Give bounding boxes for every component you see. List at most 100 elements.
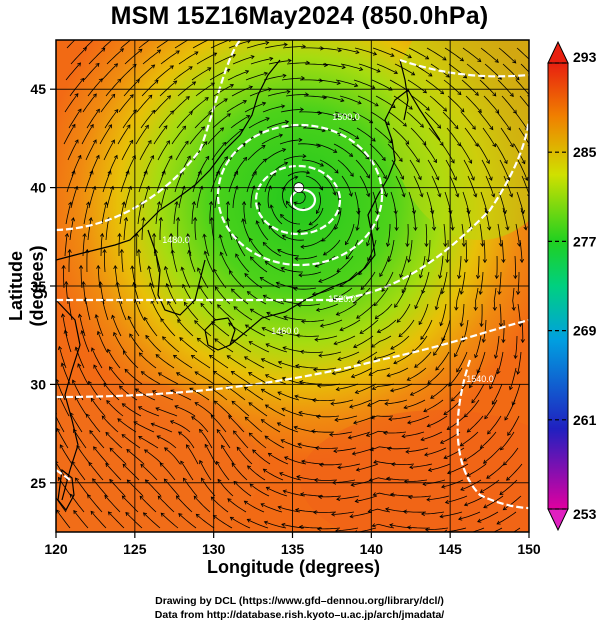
- streamline-arrow: [439, 439, 445, 444]
- streamline-arrow: [294, 256, 299, 261]
- streamline-arrow: [140, 463, 145, 468]
- streamline-arrow: [117, 418, 122, 423]
- streamline: [204, 251, 214, 273]
- streamline-arrow: [441, 484, 446, 489]
- streamline-arrow: [533, 77, 536, 81]
- streamline-arrow: [246, 115, 251, 119]
- streamline-arrow: [277, 360, 282, 365]
- streamline: [214, 400, 232, 417]
- streamline-arrow: [477, 518, 482, 523]
- streamline-arrow: [229, 270, 233, 275]
- streamline: [425, 79, 444, 95]
- streamline-arrow: [355, 226, 360, 231]
- streamline-arrow: [460, 486, 465, 491]
- streamline-arrow: [426, 258, 431, 264]
- streamline: [173, 201, 178, 225]
- streamline: [191, 201, 195, 225]
- streamline-arrow: [466, 210, 471, 215]
- streamline-arrow: [283, 42, 288, 47]
- streamline-arrow: [96, 330, 101, 336]
- streamline: [509, 367, 517, 390]
- streamline: [371, 79, 393, 91]
- streamline-arrow: [230, 288, 235, 293]
- streamline-arrow: [264, 261, 269, 265]
- streamline: [243, 201, 247, 225]
- streamline: [424, 111, 441, 129]
- streamline-arrow: [98, 33, 102, 36]
- streamline-arrow: [95, 62, 100, 67]
- streamline-arrow: [281, 522, 286, 527]
- streamline: [119, 64, 137, 81]
- streamline: [56, 428, 69, 449]
- streamline-arrow: [499, 491, 504, 495]
- streamline: [423, 399, 444, 412]
- streamline-arrow: [185, 444, 190, 449]
- streamline: [407, 367, 427, 381]
- streamline: [184, 302, 199, 321]
- streamline-arrow: [109, 366, 113, 371]
- streamline: [467, 415, 484, 433]
- streamline-arrow: [265, 117, 270, 122]
- streamline-arrow: [117, 78, 122, 83]
- streamline-arrow: [437, 124, 442, 129]
- streamline: [193, 495, 211, 513]
- streamline-arrow: [430, 210, 435, 215]
- streamline-arrow: [280, 266, 285, 271]
- streamline-arrow: [296, 303, 301, 308]
- streamline: [178, 186, 185, 209]
- streamline-arrow: [459, 290, 464, 295]
- streamline: [335, 79, 358, 87]
- streamline: [247, 465, 266, 481]
- streamline-arrow: [336, 80, 341, 85]
- streamline: [260, 503, 283, 513]
- streamline-arrow: [147, 139, 152, 144]
- streamline-arrow: [523, 226, 528, 231]
- streamline-arrow: [150, 155, 155, 160]
- streamline-arrow: [277, 505, 282, 510]
- streamline: [219, 234, 228, 257]
- streamline-arrow: [85, 201, 91, 206]
- streamline-arrow: [334, 417, 339, 422]
- streamline-arrow: [486, 159, 490, 165]
- streamline-arrow: [282, 489, 287, 494]
- streamline: [267, 91, 290, 97]
- streamline-arrow: [509, 193, 514, 198]
- streamline-arrow: [298, 273, 303, 278]
- streamline: [277, 391, 300, 401]
- streamline-arrow: [435, 366, 440, 371]
- streamline-arrow: [107, 348, 111, 353]
- streamline-arrow: [80, 330, 85, 335]
- streamline-arrow: [233, 480, 238, 485]
- streamline-arrow: [169, 420, 175, 425]
- streamline: [65, 62, 81, 81]
- streamline-arrow: [217, 478, 222, 483]
- streamline-arrow: [340, 98, 345, 103]
- streamline: [213, 84, 234, 97]
- streamline: [517, 351, 522, 375]
- streamline: [407, 526, 431, 529]
- streamline-arrow: [371, 386, 377, 390]
- streamline-arrow: [481, 338, 486, 343]
- streamline-arrow: [349, 152, 354, 157]
- streamline-arrow: [194, 320, 199, 325]
- contour-label: 1480.0: [162, 235, 190, 245]
- streamline: [479, 223, 483, 247]
- streamline-arrow: [336, 268, 341, 273]
- streamline-arrow: [457, 91, 462, 96]
- streamline-arrow: [220, 127, 225, 132]
- streamline: [483, 95, 500, 114]
- streamline-arrow: [140, 371, 145, 376]
- streamline-arrow: [286, 200, 290, 205]
- streamline-arrow: [208, 354, 214, 359]
- streamline: [106, 48, 124, 65]
- colorbar: 293 285 277 269 261 253: [547, 40, 597, 532]
- x-tick-label: 125: [123, 541, 147, 557]
- streamline-arrow: [483, 504, 488, 509]
- streamline: [109, 366, 125, 385]
- streamline: [279, 472, 302, 481]
- streamline: [262, 105, 285, 113]
- streamline: [250, 185, 255, 209]
- streamline-arrow: [125, 511, 130, 516]
- streamline: [264, 435, 285, 449]
- streamline-arrow: [507, 126, 511, 131]
